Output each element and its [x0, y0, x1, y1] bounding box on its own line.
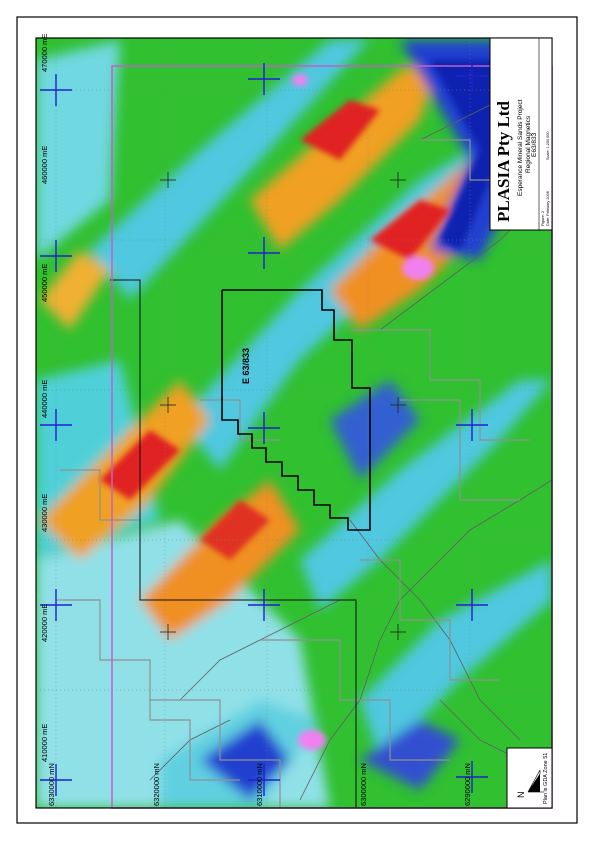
magnetic-image: [36, 38, 552, 808]
project-name: Esperance Mineral Sands Project: [517, 99, 524, 196]
northing-label: 6300000 mN: [359, 763, 368, 806]
easting-label: 420000 mE: [40, 604, 49, 642]
title-block: PLASIA Pty Ltd Esperance Mineral Sands P…: [490, 38, 575, 230]
northing-label: 6310000 mN: [255, 763, 264, 806]
scale-label: Scale: 1:250 000: [546, 132, 550, 161]
northing-label: 6330000 mN: [47, 763, 56, 806]
northing-label: 6290000 mN: [463, 763, 472, 806]
easting-label: 430000 mE: [40, 494, 49, 532]
northing-label: 6320000 mN: [152, 763, 161, 806]
legend-box: N Plan is GDA Zone 51: [507, 748, 552, 808]
figure-label: Figure: 2: [541, 211, 545, 226]
datum-label: Plan is GDA Zone 51: [543, 753, 549, 804]
easting-label: 470000 mE: [40, 34, 49, 72]
easting-label: 460000 mE: [40, 146, 49, 184]
easting-label: 440000 mE: [40, 380, 49, 418]
easting-label: 450000 mE: [40, 264, 49, 302]
tenement-label: E 63/833: [241, 348, 251, 384]
company-name: PLASIA Pty Ltd: [494, 101, 513, 222]
easting-label: 410000 mE: [40, 724, 49, 762]
tenement-number: E63/833: [531, 132, 538, 157]
north-label: N: [516, 792, 526, 799]
date-label: Date: February 2006: [546, 191, 550, 226]
